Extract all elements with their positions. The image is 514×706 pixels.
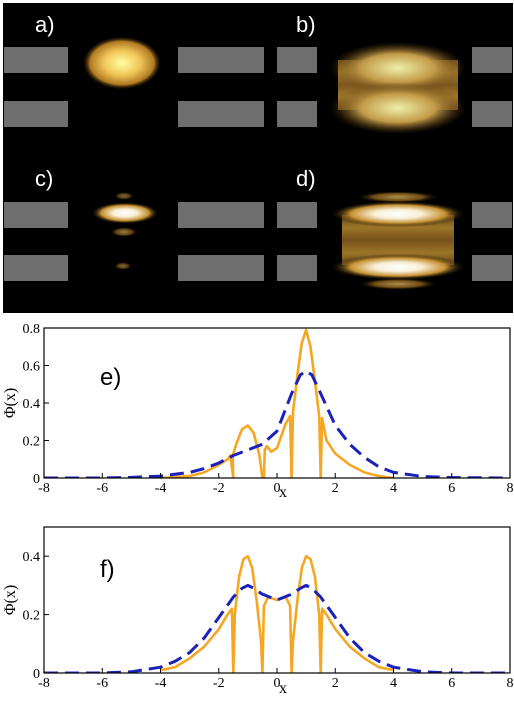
x-tick-label: -8 [38,676,50,691]
barrier [4,101,68,127]
x-tick-label: -4 [155,676,167,691]
density-blob-a [82,36,162,90]
density-blob-c [91,192,159,270]
barrier [4,202,68,228]
x-tick-label: 8 [507,481,514,496]
x-tick-label: 8 [507,676,514,691]
x-tick-label: 0 [274,676,281,691]
barrier [472,202,512,228]
y-tick-label: 0.4 [23,397,41,412]
chart-e: -8 -6 -4 -2 0 2 4 6 8 0 0.2 0.4 0.6 0.8 e) x Φ(x) [2,322,514,501]
barrier [472,47,512,73]
y-tick-label: 0 [33,472,40,487]
barrier [472,101,512,127]
series-line-dashed [44,583,510,673]
barrier [178,101,264,127]
panel-label-b: b) [296,12,316,37]
density-image: a) b) c) d) [3,3,513,313]
x-tick-label: -6 [96,481,108,496]
density-cloud-d [330,191,466,290]
panel-label-a: a) [35,12,55,37]
series-line-solid [160,554,394,673]
y-tick-label: 0.6 [23,360,41,375]
panel-label-c: c) [35,166,53,191]
barrier [178,47,264,73]
panel-label-d: d) [296,166,316,191]
x-tick-label: 2 [332,481,339,496]
x-tick-label: 6 [448,481,455,496]
x-tick-label: -8 [38,481,50,496]
y-axis-label: Φ(x) [2,388,19,418]
density-cloud-b [330,42,466,134]
x-axis-label: x [279,680,287,697]
barrier [277,202,317,228]
y-axis-label: Φ(x) [2,585,19,615]
barrier [4,47,68,73]
x-tick-label: -4 [155,481,167,496]
series-line-dashed [44,369,510,478]
x-tick-label: -6 [96,676,108,691]
y-tick-label: 0.2 [23,435,41,450]
barrier [277,47,317,73]
plot-frame [43,327,511,479]
x-tick-label: 4 [390,676,397,691]
x-tick-label: 0 [274,481,281,496]
x-tick-label: 2 [332,676,339,691]
chart-label-f: f) [100,556,115,583]
x-tick-label: 6 [448,676,455,691]
barrier [4,255,68,281]
series-line-solid [160,328,394,478]
y-tick-label: 0.8 [23,322,41,337]
chart-label-e: e) [100,364,121,391]
barrier [178,255,264,281]
chart-f: -8 -6 -4 -2 0 2 4 6 8 0 0.2 0.4 f) x Φ(x) [2,526,514,697]
x-tick-label: 4 [390,481,397,496]
barrier [277,101,317,127]
x-tick-label: -2 [213,481,225,496]
barriers [4,47,512,281]
barrier [472,255,512,281]
x-axis-label: x [279,484,287,501]
x-tick-label: -2 [213,676,225,691]
barrier [178,202,264,228]
y-tick-label: 0 [33,667,40,682]
y-tick-label: 0.2 [23,609,41,624]
y-tick-label: 0.4 [23,550,41,565]
barrier [277,255,317,281]
